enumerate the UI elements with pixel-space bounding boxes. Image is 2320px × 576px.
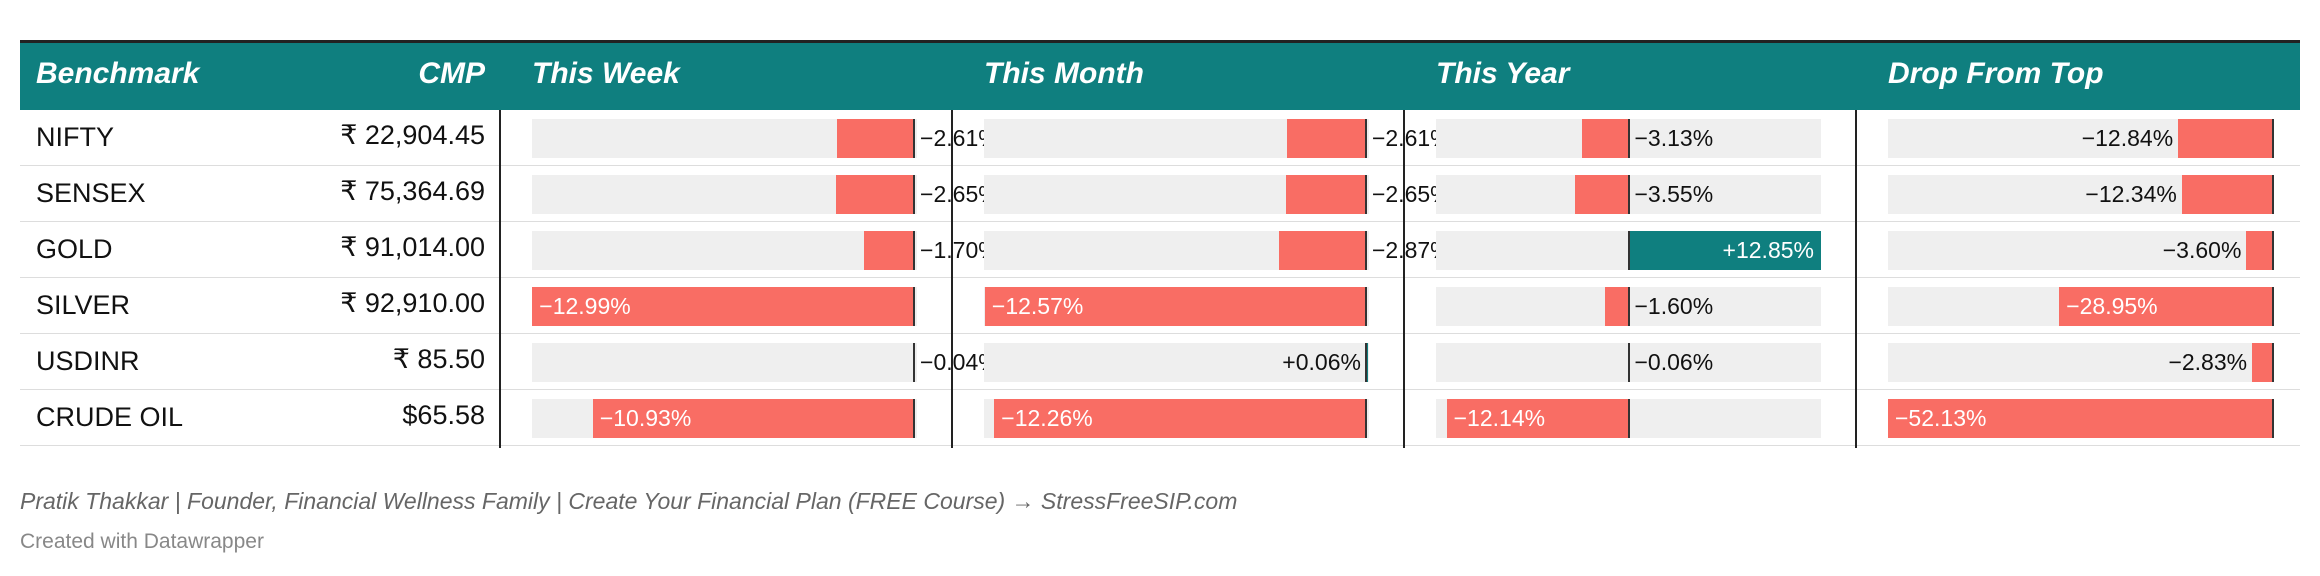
negative-bar — [532, 287, 915, 326]
value-label: +0.06% — [1282, 349, 1361, 375]
zero-line — [913, 399, 916, 438]
table-row: NIFTY ₹ 22,904.45 −2.61% −2.61% −3.13% −12.84… — [20, 110, 2300, 166]
zero-line — [913, 119, 916, 158]
zero-line — [1627, 119, 1630, 158]
benchmark-name: CRUDE OIL — [36, 402, 184, 432]
value-label: −12.34% — [2085, 181, 2177, 207]
negative-bar — [2181, 175, 2273, 214]
header-cmp: CMP — [418, 57, 485, 90]
bar-track — [1888, 231, 2273, 270]
zero-line — [1364, 119, 1367, 158]
zero-line — [1364, 175, 1367, 214]
zero-line — [1627, 343, 1630, 382]
negative-bar — [2178, 119, 2273, 158]
zero-line — [913, 287, 916, 326]
positive-bar — [1628, 231, 1821, 270]
zero-line — [1627, 175, 1630, 214]
bar-track — [532, 231, 917, 270]
cmp-value: ₹ 22,904.45 — [340, 120, 485, 150]
zero-line — [1627, 287, 1630, 326]
value-label: −52.13% — [1895, 405, 1987, 431]
cmp-value: $65.58 — [402, 400, 485, 430]
zero-line — [1364, 343, 1367, 382]
table-row: CRUDE OIL $65.58 −10.93% −12.26% −12.14% −52.… — [20, 390, 2300, 446]
zero-line — [1627, 231, 1630, 270]
bar-track — [532, 343, 917, 382]
negative-bar — [836, 175, 915, 214]
value-label: −12.26% — [1001, 405, 1093, 431]
cmp-value: ₹ 92,910.00 — [340, 288, 485, 318]
negative-bar — [1888, 399, 2273, 438]
zero-line — [913, 343, 916, 382]
zero-line — [913, 175, 916, 214]
table-header: Benchmark CMP This Week This Month This … — [20, 40, 2300, 110]
header-drop-from-top: Drop From Top — [1888, 57, 2104, 90]
header-this-week: This Week — [532, 57, 680, 90]
column-divider — [951, 110, 953, 448]
column-divider — [1403, 110, 1405, 448]
column-divider — [1855, 110, 1857, 448]
bar-track — [1888, 343, 2273, 382]
column-divider — [499, 110, 501, 448]
zero-line — [1364, 287, 1367, 326]
negative-bar — [1604, 287, 1629, 326]
value-label: −3.60% — [2162, 237, 2242, 263]
negative-bar — [2059, 287, 2273, 326]
negative-bar — [1285, 175, 1366, 214]
zero-line — [1627, 399, 1630, 438]
value-label: −3.13% — [1634, 125, 1714, 151]
header-benchmark: Benchmark — [36, 57, 200, 90]
negative-bar — [1286, 119, 1366, 158]
negative-bar — [994, 399, 1366, 438]
benchmark-table: Benchmark CMP This Week This Month This … — [20, 40, 2300, 448]
benchmark-name: SILVER — [36, 290, 131, 320]
zero-line — [913, 231, 916, 270]
bar-track — [984, 343, 1369, 382]
zero-line — [2272, 231, 2274, 270]
table-row: USDINR ₹ 85.50 −0.04% +0.06% −0.06% −2.83% — [20, 334, 2300, 390]
value-label: −12.84% — [2081, 125, 2174, 151]
negative-bar — [592, 399, 915, 438]
footer-created-with: Created with Datawrapper — [20, 530, 264, 553]
negative-bar — [1581, 119, 1629, 158]
negative-bar — [2246, 231, 2273, 270]
benchmark-name: USDINR — [36, 346, 140, 376]
benchmark-name: NIFTY — [36, 122, 114, 152]
benchmark-name: GOLD — [36, 234, 113, 264]
zero-line — [1364, 231, 1367, 270]
negative-bar — [837, 119, 915, 158]
value-label: −28.95% — [2066, 293, 2158, 319]
negative-bar — [864, 231, 915, 270]
value-label: −1.60% — [1634, 293, 1714, 319]
value-label: −12.14% — [1453, 405, 1546, 431]
zero-line — [2272, 287, 2274, 326]
benchmark-name: SENSEX — [36, 178, 146, 208]
negative-bar — [1278, 231, 1366, 270]
negative-bar — [1575, 175, 1629, 214]
table-row: GOLD ₹ 91,014.00 −1.70% −2.87% +12.85% −3.60% — [20, 222, 2300, 278]
negative-bar — [984, 287, 1366, 326]
table-row: SENSEX ₹ 75,364.69 −2.65% −2.65% −3.55% −12.3… — [20, 166, 2300, 222]
negative-bar — [2252, 343, 2273, 382]
table-row: SILVER ₹ 92,910.00 −12.99% −12.57% −1.60% −28… — [20, 278, 2300, 334]
value-label: −3.55% — [1634, 181, 1714, 207]
cmp-value: ₹ 75,364.69 — [340, 176, 485, 206]
zero-line — [2272, 343, 2274, 382]
value-label: −12.57% — [991, 293, 1084, 319]
zero-line — [2272, 175, 2274, 214]
negative-bar — [1446, 399, 1629, 438]
value-label: +12.85% — [1722, 237, 1814, 263]
header-this-year: This Year — [1436, 57, 1570, 90]
zero-line — [2272, 119, 2274, 158]
value-label: −2.83% — [2168, 349, 2248, 375]
footer-credit: Pratik Thakkar | Founder, Financial Well… — [20, 488, 1238, 514]
value-label: −0.06% — [1634, 349, 1714, 375]
cmp-value: ₹ 91,014.00 — [340, 232, 485, 262]
zero-line — [1364, 399, 1367, 438]
value-label: −12.99% — [539, 293, 631, 319]
cmp-value: ₹ 85.50 — [392, 344, 485, 374]
zero-line — [2272, 399, 2274, 438]
value-label: −10.93% — [599, 405, 692, 431]
header-this-month: This Month — [984, 57, 1144, 90]
